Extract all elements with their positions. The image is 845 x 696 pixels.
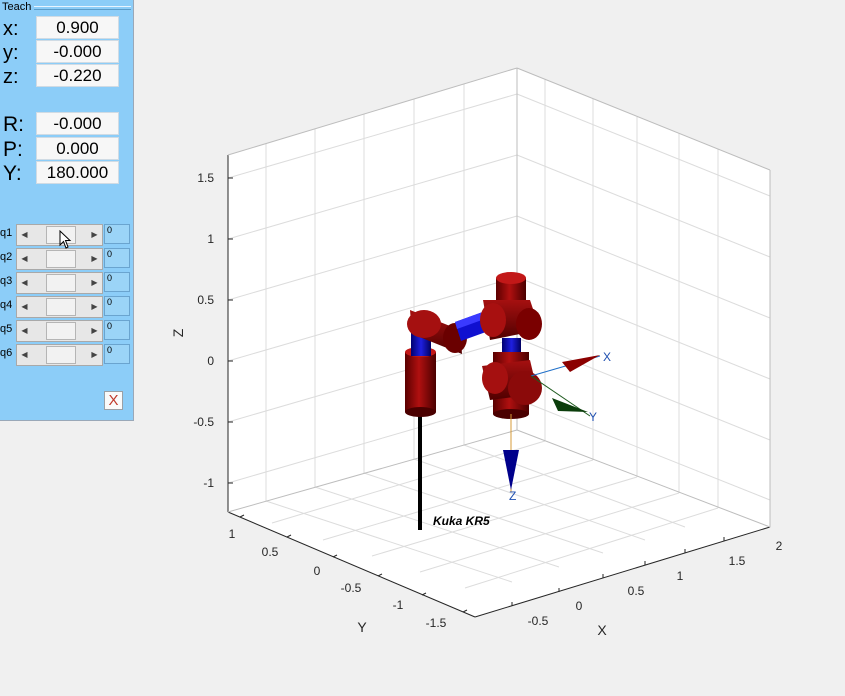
y-tick-label: 0.5 [262, 545, 279, 559]
joint-q3-value[interactable]: 0 [104, 272, 130, 292]
joint-q5-label: q5 [0, 323, 13, 335]
x-tick-label: 1.5 [729, 554, 746, 568]
robot-name-label: Kuka KR5 [433, 514, 490, 528]
joint-q2-value[interactable]: 0 [104, 248, 130, 268]
y-tick-label: -0.5 [341, 581, 362, 595]
y-tick-label: -1.5 [426, 616, 447, 630]
pose-yaw-value: 180.000 [36, 161, 119, 184]
x-axis-label: X [597, 622, 607, 638]
z-axis-label: Z [170, 328, 186, 337]
joint-q2-slider[interactable]: ◀ ▶ [16, 248, 103, 270]
x-tick-label: 0.5 [628, 584, 645, 598]
joint-q5-slider[interactable]: ◀ ▶ [16, 320, 103, 342]
y-tick-label: 0 [314, 564, 321, 578]
slider-right-arrow-icon[interactable]: ▶ [91, 350, 98, 359]
y-axis-ticks [239, 514, 468, 613]
joint-q4-slider[interactable]: ◀ ▶ [16, 296, 103, 318]
joint-q6-slider[interactable]: ◀ ▶ [16, 344, 103, 366]
joint-q3-label: q3 [0, 275, 13, 287]
tool-frame-y-arrow [552, 398, 588, 412]
teach-panel-title: Teach [0, 1, 34, 13]
z-tick-label: -1 [203, 476, 214, 490]
pose-y-label: y: [3, 42, 19, 64]
plot-axis-lines [227, 155, 771, 618]
joint-q2-label: q2 [0, 251, 13, 263]
slider-left-arrow-icon[interactable]: ◀ [21, 350, 28, 359]
z-tick-label: 1.5 [197, 171, 214, 185]
joint-q5-value[interactable]: 0 [104, 320, 130, 340]
x-tick-label: 0 [576, 599, 583, 613]
z-tick-label: 0.5 [197, 293, 214, 307]
teach-panel-border [34, 6, 131, 10]
slider-thumb[interactable] [46, 298, 76, 316]
slider-right-arrow-icon[interactable]: ▶ [91, 230, 98, 239]
pose-roll-value: -0.000 [36, 112, 119, 135]
slider-thumb[interactable] [46, 274, 76, 292]
tool-frame-z-label: Z [509, 489, 516, 503]
tool-frame-x-label: X [603, 350, 611, 364]
robot-joint-wrist [482, 352, 542, 419]
joint-q4-label: q4 [0, 299, 13, 311]
pose-pitch-label: P: [3, 138, 23, 161]
slider-thumb[interactable] [46, 250, 76, 268]
slider-thumb[interactable] [46, 346, 76, 364]
robot-link-forearm [502, 338, 521, 356]
teach-panel: Teach x: 0.900 y: -0.000 z: -0.220 R: -0… [0, 0, 134, 421]
slider-left-arrow-icon[interactable]: ◀ [21, 230, 28, 239]
mouse-cursor-icon [59, 230, 72, 249]
pose-x-label: x: [3, 18, 19, 40]
slider-left-arrow-icon[interactable]: ◀ [21, 302, 28, 311]
z-tick-label: 0 [207, 354, 214, 368]
plot-box-outline [227, 67, 771, 528]
close-button[interactable]: X [104, 391, 123, 410]
tool-frame-z-arrow [503, 450, 519, 490]
robot-model[interactable]: X Y Z Kuka KR5 [405, 272, 611, 530]
slider-left-arrow-icon[interactable]: ◀ [21, 326, 28, 335]
y-tick-label: -1 [393, 598, 404, 612]
z-tick-label: 1 [207, 232, 214, 246]
joint-q6-label: q6 [0, 347, 13, 359]
z-tick-label: -0.5 [193, 415, 214, 429]
x-tick-label: 2 [776, 539, 783, 553]
slider-right-arrow-icon[interactable]: ▶ [91, 326, 98, 335]
z-axis-ticks [228, 177, 233, 484]
joint-q6-value[interactable]: 0 [104, 344, 130, 364]
slider-thumb[interactable] [46, 322, 76, 340]
joint-q1-value[interactable]: 0 [104, 224, 130, 244]
pose-x-value: 0.900 [36, 16, 119, 39]
pose-y-value: -0.000 [36, 40, 119, 63]
joint-q4-value[interactable]: 0 [104, 296, 130, 316]
pose-z-label: z: [3, 66, 19, 88]
pose-roll-label: R: [3, 113, 24, 136]
slider-right-arrow-icon[interactable]: ▶ [91, 278, 98, 287]
x-tick-label: 1 [677, 569, 684, 583]
y-axis-label: Y [357, 619, 367, 635]
slider-right-arrow-icon[interactable]: ▶ [91, 254, 98, 263]
slider-left-arrow-icon[interactable]: ◀ [21, 278, 28, 287]
tool-frame-x-arrow [562, 355, 600, 372]
joint-q3-slider[interactable]: ◀ ▶ [16, 272, 103, 294]
robot-joint-elbow [480, 272, 542, 340]
x-tick-label: -0.5 [528, 614, 549, 628]
joint-q1-label: q1 [0, 227, 13, 239]
robot-link-base [405, 347, 436, 417]
pose-yaw-label: Y: [3, 162, 22, 185]
x-axis-ticks [511, 537, 725, 606]
y-tick-label: 1 [229, 527, 236, 541]
plot-grid [227, 68, 771, 617]
slider-right-arrow-icon[interactable]: ▶ [91, 302, 98, 311]
slider-left-arrow-icon[interactable]: ◀ [21, 254, 28, 263]
pose-z-value: -0.220 [36, 64, 119, 87]
pose-pitch-value: 0.000 [36, 137, 119, 160]
tool-frame-y-label: Y [589, 410, 597, 424]
robot-base-pole [418, 412, 422, 530]
